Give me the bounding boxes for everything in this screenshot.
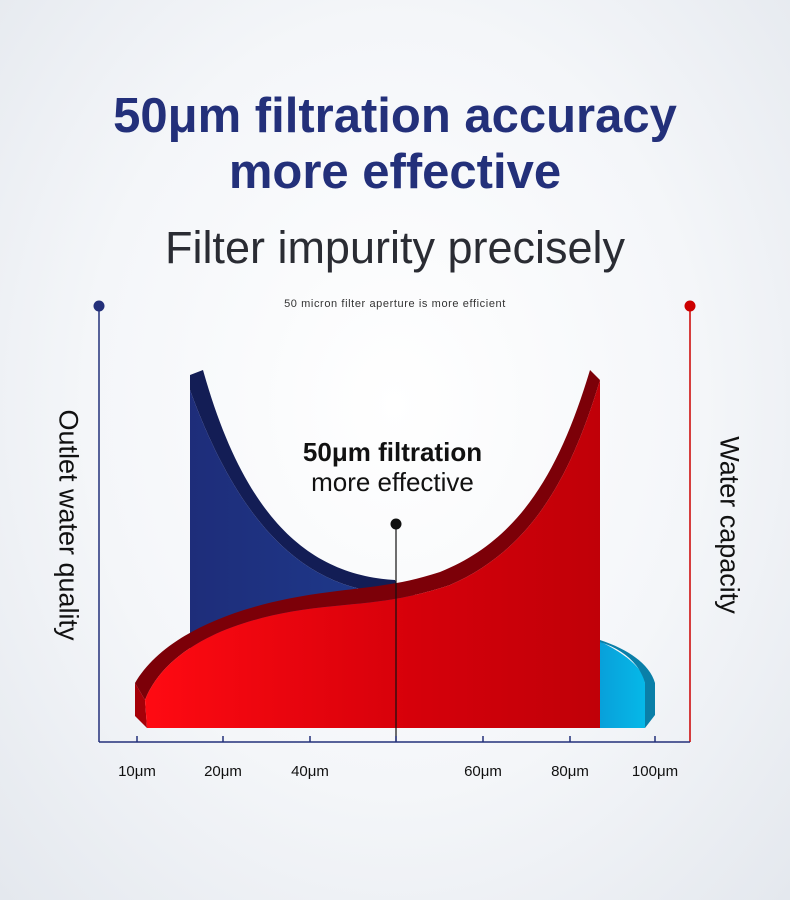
blue-area-right-face [600, 640, 655, 728]
x-tick-label: 40μm [291, 763, 329, 780]
subheadline: Filter impurity precisely [164, 222, 626, 273]
red-area-top-edge [135, 370, 600, 700]
headline-line-2: more effective [228, 145, 562, 199]
annotation-line-2: more effective [311, 467, 474, 497]
annotation-pointer-dot [390, 518, 402, 530]
left-axis-label: Outlet water quality [53, 409, 84, 641]
x-tick-label: 20μm [204, 763, 242, 780]
x-tick-label: 10μm [118, 763, 156, 780]
right-axis-label: Water capacity [714, 436, 745, 614]
chart-title: 50 micron filter aperture is more effici… [284, 298, 506, 310]
red-area [145, 380, 600, 728]
x-tick-label: 100μm [631, 763, 679, 780]
x-tick-label: 60μm [464, 763, 502, 780]
x-tick-label: 80μm [551, 763, 589, 780]
right-axis-marker [684, 300, 696, 312]
headline: 50μm filtration accuracy more effective [0, 88, 790, 200]
headline-line-1: 50μm filtration accuracy [113, 89, 677, 143]
blue-area-top-edge [190, 370, 400, 594]
annotation-line-1: 50μm filtration [302, 437, 483, 467]
red-area-left-face [135, 683, 147, 728]
left-axis-marker [93, 300, 105, 312]
